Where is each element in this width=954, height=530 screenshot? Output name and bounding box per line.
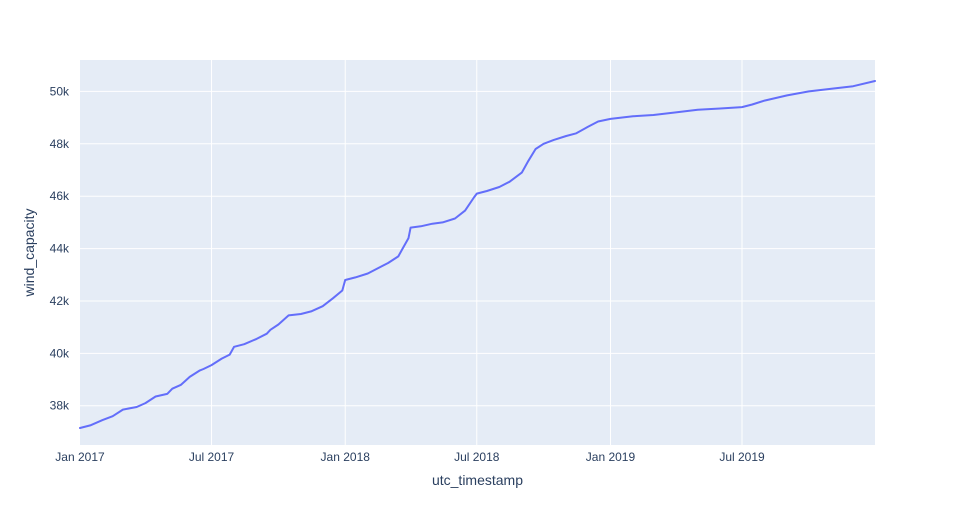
y-axis-title: wind_capacity — [21, 209, 37, 298]
x-tick-label: Jan 2018 — [321, 450, 371, 464]
y-tick-label: 38k — [50, 399, 70, 413]
x-tick-label: Jan 2017 — [55, 450, 105, 464]
y-axis-ticks: 38k 40k 42k 44k 46k 48k 50k — [50, 84, 70, 412]
x-tick-label: Jul 2017 — [189, 450, 235, 464]
x-tick-label: Jan 2019 — [586, 450, 636, 464]
y-tick-label: 42k — [50, 294, 70, 308]
y-tick-label: 40k — [50, 346, 70, 360]
plot-background — [80, 60, 875, 445]
x-axis-ticks: Jan 2017 Jul 2017 Jan 2018 Jul 2018 Jan 2019… — [55, 450, 765, 464]
x-tick-label: Jul 2018 — [454, 450, 500, 464]
x-axis-title: utc_timestamp — [432, 472, 523, 488]
y-tick-label: 48k — [50, 137, 70, 151]
y-tick-label: 46k — [50, 189, 70, 203]
y-tick-label: 44k — [50, 242, 70, 256]
y-tick-label: 50k — [50, 84, 70, 98]
x-tick-label: Jul 2019 — [719, 450, 765, 464]
